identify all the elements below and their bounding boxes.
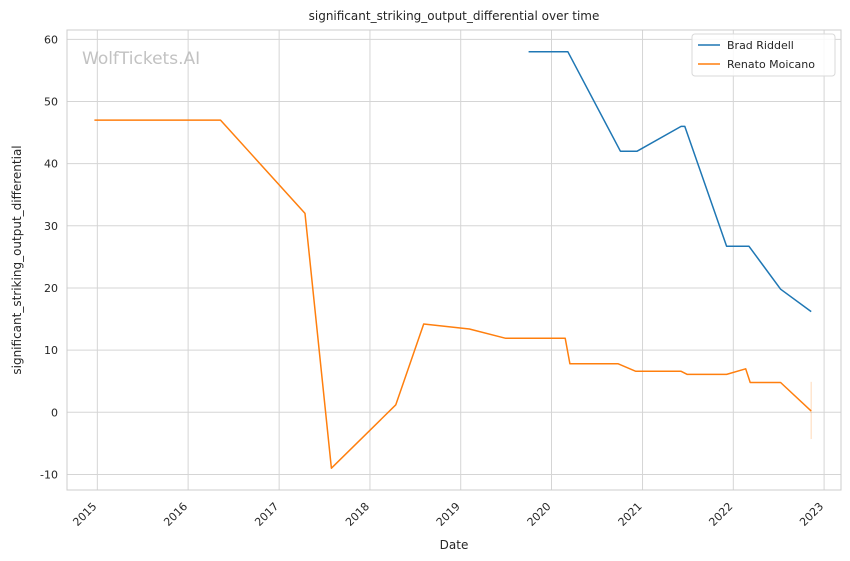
plot-frame [66, 29, 842, 491]
grid-lines [67, 30, 841, 490]
series-group [94, 51, 812, 469]
legend: Brad Riddell Renato Moicano [691, 33, 836, 77]
y-tick-label: 60 [44, 33, 58, 46]
x-axis-title: Date [440, 538, 469, 552]
series-line-1 [94, 119, 812, 469]
legend-label-0: Brad Riddell [727, 39, 794, 52]
y-tick-label: 30 [44, 220, 58, 233]
y-tick-label: 20 [44, 282, 58, 295]
series-line-0 [528, 51, 812, 313]
legend-label-1: Renato Moicano [727, 58, 815, 71]
y-tick-label: 0 [51, 406, 58, 419]
y-tick-label: 40 [44, 158, 58, 171]
plot-area [67, 30, 841, 490]
chart-title: significant_striking_output_differential… [309, 9, 600, 23]
watermark: WolfTickets.AI [82, 49, 200, 69]
y-tick-label: 50 [44, 95, 58, 108]
y-tick-label: -10 [40, 468, 58, 481]
y-axis: -10 0 10 20 30 40 50 60 [40, 33, 58, 481]
legend-box [691, 33, 836, 77]
y-tick-label: 10 [44, 344, 58, 357]
y-axis-title: significant_striking_output_differential [10, 145, 24, 374]
